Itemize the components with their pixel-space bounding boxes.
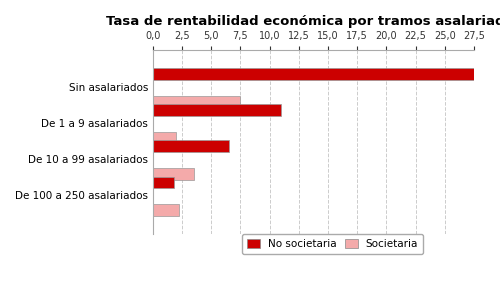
Bar [153,68,474,80]
Bar [153,96,240,107]
Bar [153,140,229,152]
Bar [153,132,176,143]
Bar [153,204,178,216]
Bar [153,168,194,180]
Bar [153,177,174,188]
Legend: No societaria, Societaria: No societaria, Societaria [242,234,424,254]
Title: Tasa de rentabilidad económica por tramos asalariados: Tasa de rentabilidad económica por tramo… [106,15,500,28]
Bar [153,104,282,116]
